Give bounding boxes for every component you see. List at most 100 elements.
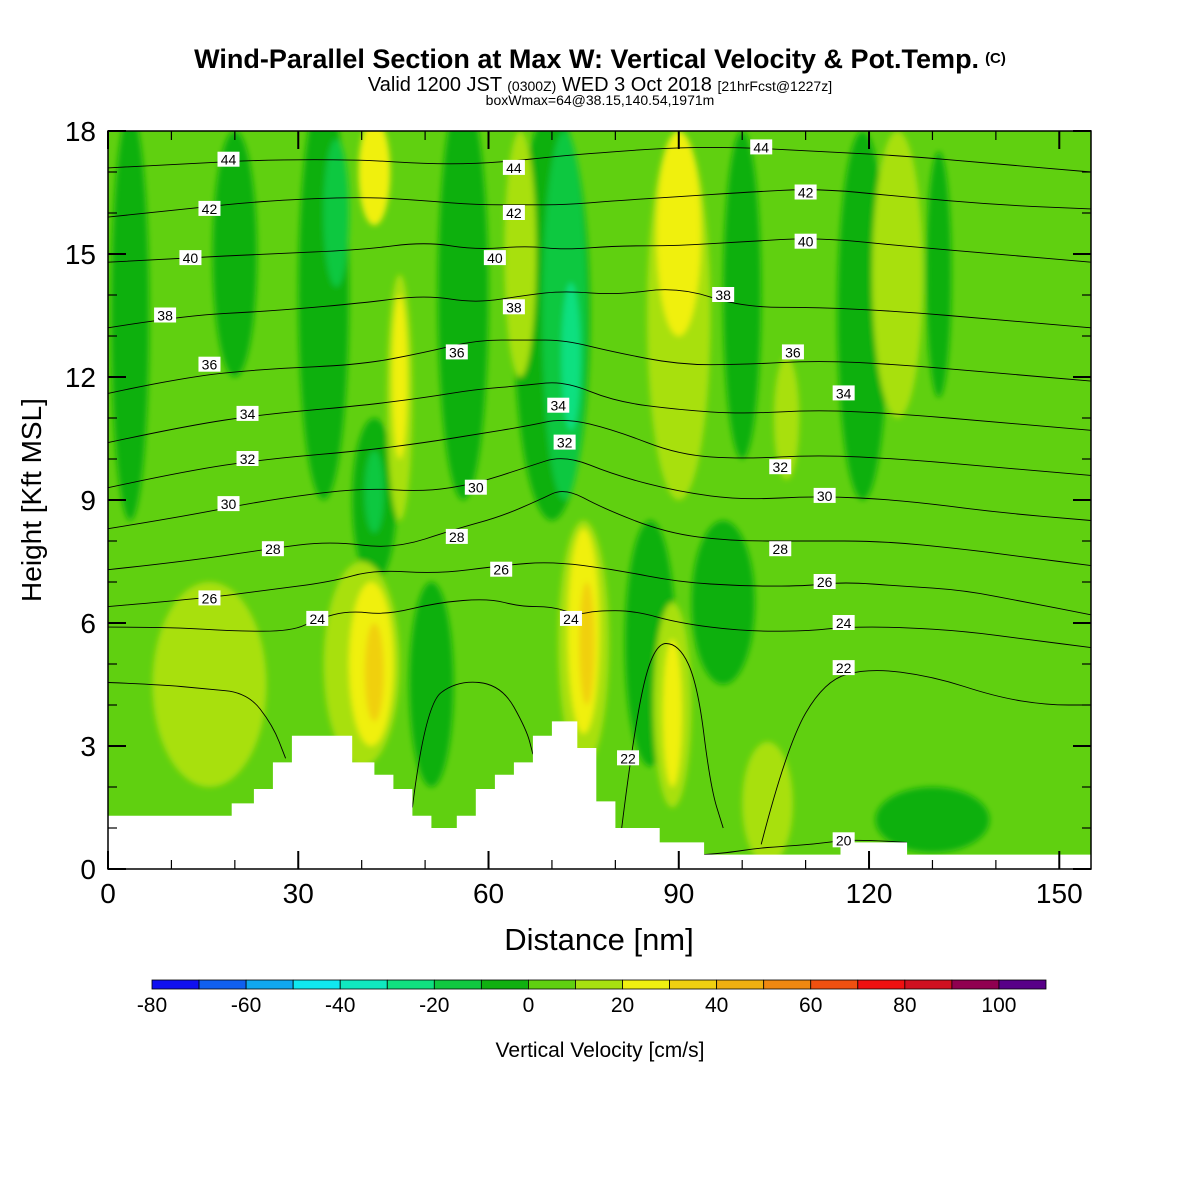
isentrope-label: 26: [493, 562, 509, 578]
isentrope-label-box: [236, 405, 259, 421]
y-tick-label: 0: [80, 854, 96, 885]
valid-time-line: Valid 1200 JST (0300Z) WED 3 Oct 2018 [2…: [0, 74, 1200, 97]
isentrope-line: [108, 189, 1091, 218]
colorbar-swatch: [575, 979, 623, 990]
isentrope-line: [108, 458, 1091, 530]
velocity-zone: [656, 131, 701, 336]
isentrope-label: 32: [557, 435, 573, 451]
isentrope-label-box: [832, 660, 855, 676]
isentrope-label: 42: [506, 205, 522, 221]
isentrope-label-box: [832, 615, 855, 630]
isentrope-label-box: [483, 250, 506, 266]
isentrope-line: [760, 670, 1091, 845]
isentrope-label-box: [502, 299, 525, 315]
velocity-zone: [723, 131, 762, 459]
isentrope-label: 38: [715, 287, 731, 303]
isentrope-label-box: [236, 451, 259, 466]
isentrope-label: 38: [157, 308, 173, 324]
terrain: [108, 721, 1091, 869]
velocity-zone: [926, 151, 952, 398]
y-tick-label: 9: [80, 485, 96, 516]
colorbar-swatch: [857, 979, 906, 990]
velocity-zones: [111, 131, 990, 865]
velocity-zone: [662, 639, 682, 787]
valid-utc: (0300Z): [507, 78, 557, 94]
colorbar-swatch: [904, 979, 953, 990]
colorbar-swatch: [998, 979, 1047, 990]
colorbar: -80 -60 -40 -20 0 20 40 60 80 100: [137, 979, 1047, 1017]
isentrope-label: 44: [753, 139, 769, 155]
isentrope-line: [108, 339, 1091, 394]
isentrope-line: [108, 289, 1091, 329]
isentrope-label-box: [154, 307, 177, 323]
colorbar-tick-label: 100: [981, 994, 1016, 1017]
isentrope-label: 30: [221, 496, 237, 512]
y-tick-label: 3: [80, 731, 96, 762]
box-info: boxWmax=64@38.15,140.54,1971m: [485, 92, 715, 108]
velocity-zone: [504, 131, 537, 377]
isentrope-label: 30: [468, 480, 484, 496]
isentrope-label-box: [502, 205, 525, 220]
copyright-mark: (C): [985, 50, 1006, 67]
isentrope-label: 24: [309, 611, 325, 627]
isentrope-label: 40: [487, 250, 503, 266]
x-tick-label: 0: [100, 878, 116, 909]
isentrope-line: [411, 681, 534, 808]
isentrope-line: [621, 643, 724, 829]
isentrope-label-box: [445, 344, 468, 360]
isentrope-label-box: [198, 356, 221, 372]
velocity-zone: [875, 787, 990, 853]
isentrope-line: [108, 146, 1091, 173]
x-tick-label: 60: [473, 878, 504, 909]
isentrope-label-box: [781, 344, 804, 360]
isentrope-label: 22: [836, 660, 852, 676]
isentrope-line: [108, 238, 1091, 263]
colorbar-tick-label: 80: [893, 994, 916, 1017]
y-tick-label: 6: [80, 608, 96, 639]
colorbar-swatch: [763, 979, 812, 990]
isentrope-label-box: [712, 287, 735, 302]
isentrope-label: 20: [836, 832, 852, 848]
isentrope-label: 30: [817, 488, 833, 504]
velocity-zone: [111, 131, 150, 521]
isentrope-label: 32: [772, 459, 788, 475]
x-tick-label: 30: [283, 878, 314, 909]
colorbar-label: Vertical Velocity [cm/s]: [496, 1039, 705, 1062]
x-tick-label: 120: [846, 878, 893, 909]
velocity-zone: [364, 623, 384, 722]
isentrope-label-box: [813, 574, 836, 589]
colorbar-swatch: [528, 979, 576, 990]
isentrope-label-box: [547, 397, 570, 413]
isentrope-label: 38: [506, 299, 522, 315]
velocity-zone: [364, 450, 384, 533]
isentrope-label: 34: [240, 406, 256, 422]
isentrope-label-box: [769, 459, 792, 475]
isentrope-label-box: [445, 528, 468, 544]
colorbar-swatch: [245, 979, 294, 990]
isentrope-label: 24: [563, 611, 579, 627]
isentrope-label: 34: [836, 385, 852, 401]
isentrope-label-box: [559, 610, 582, 626]
isentrope-line: [108, 382, 1091, 444]
velocity-zone: [152, 582, 267, 787]
colorbar-tick-label: -60: [231, 994, 261, 1017]
colorbar-tick-label: 0: [523, 994, 535, 1017]
x-tick-label: 150: [1036, 878, 1083, 909]
colorbar-swatch: [433, 979, 482, 990]
x-axis: 0 30 60 90 120 150: [100, 131, 1083, 909]
isentrope-label: 42: [202, 201, 218, 217]
velocity-zone: [358, 131, 391, 226]
isentrope-label: 36: [449, 344, 465, 360]
colorbar-swatch: [951, 979, 1000, 990]
isentrope-label: 28: [772, 541, 788, 557]
forecast-info: [21hrFcst@1227z]: [717, 78, 833, 94]
colorbar-swatch: [480, 979, 529, 990]
colorbar-tick-label: -20: [419, 994, 449, 1017]
isentrope-label: 40: [798, 234, 814, 250]
y-tick-label: 18: [65, 116, 96, 147]
isentrope-label-box: [217, 496, 240, 512]
velocity-zone: [872, 131, 923, 418]
velocity-zone: [691, 520, 755, 685]
